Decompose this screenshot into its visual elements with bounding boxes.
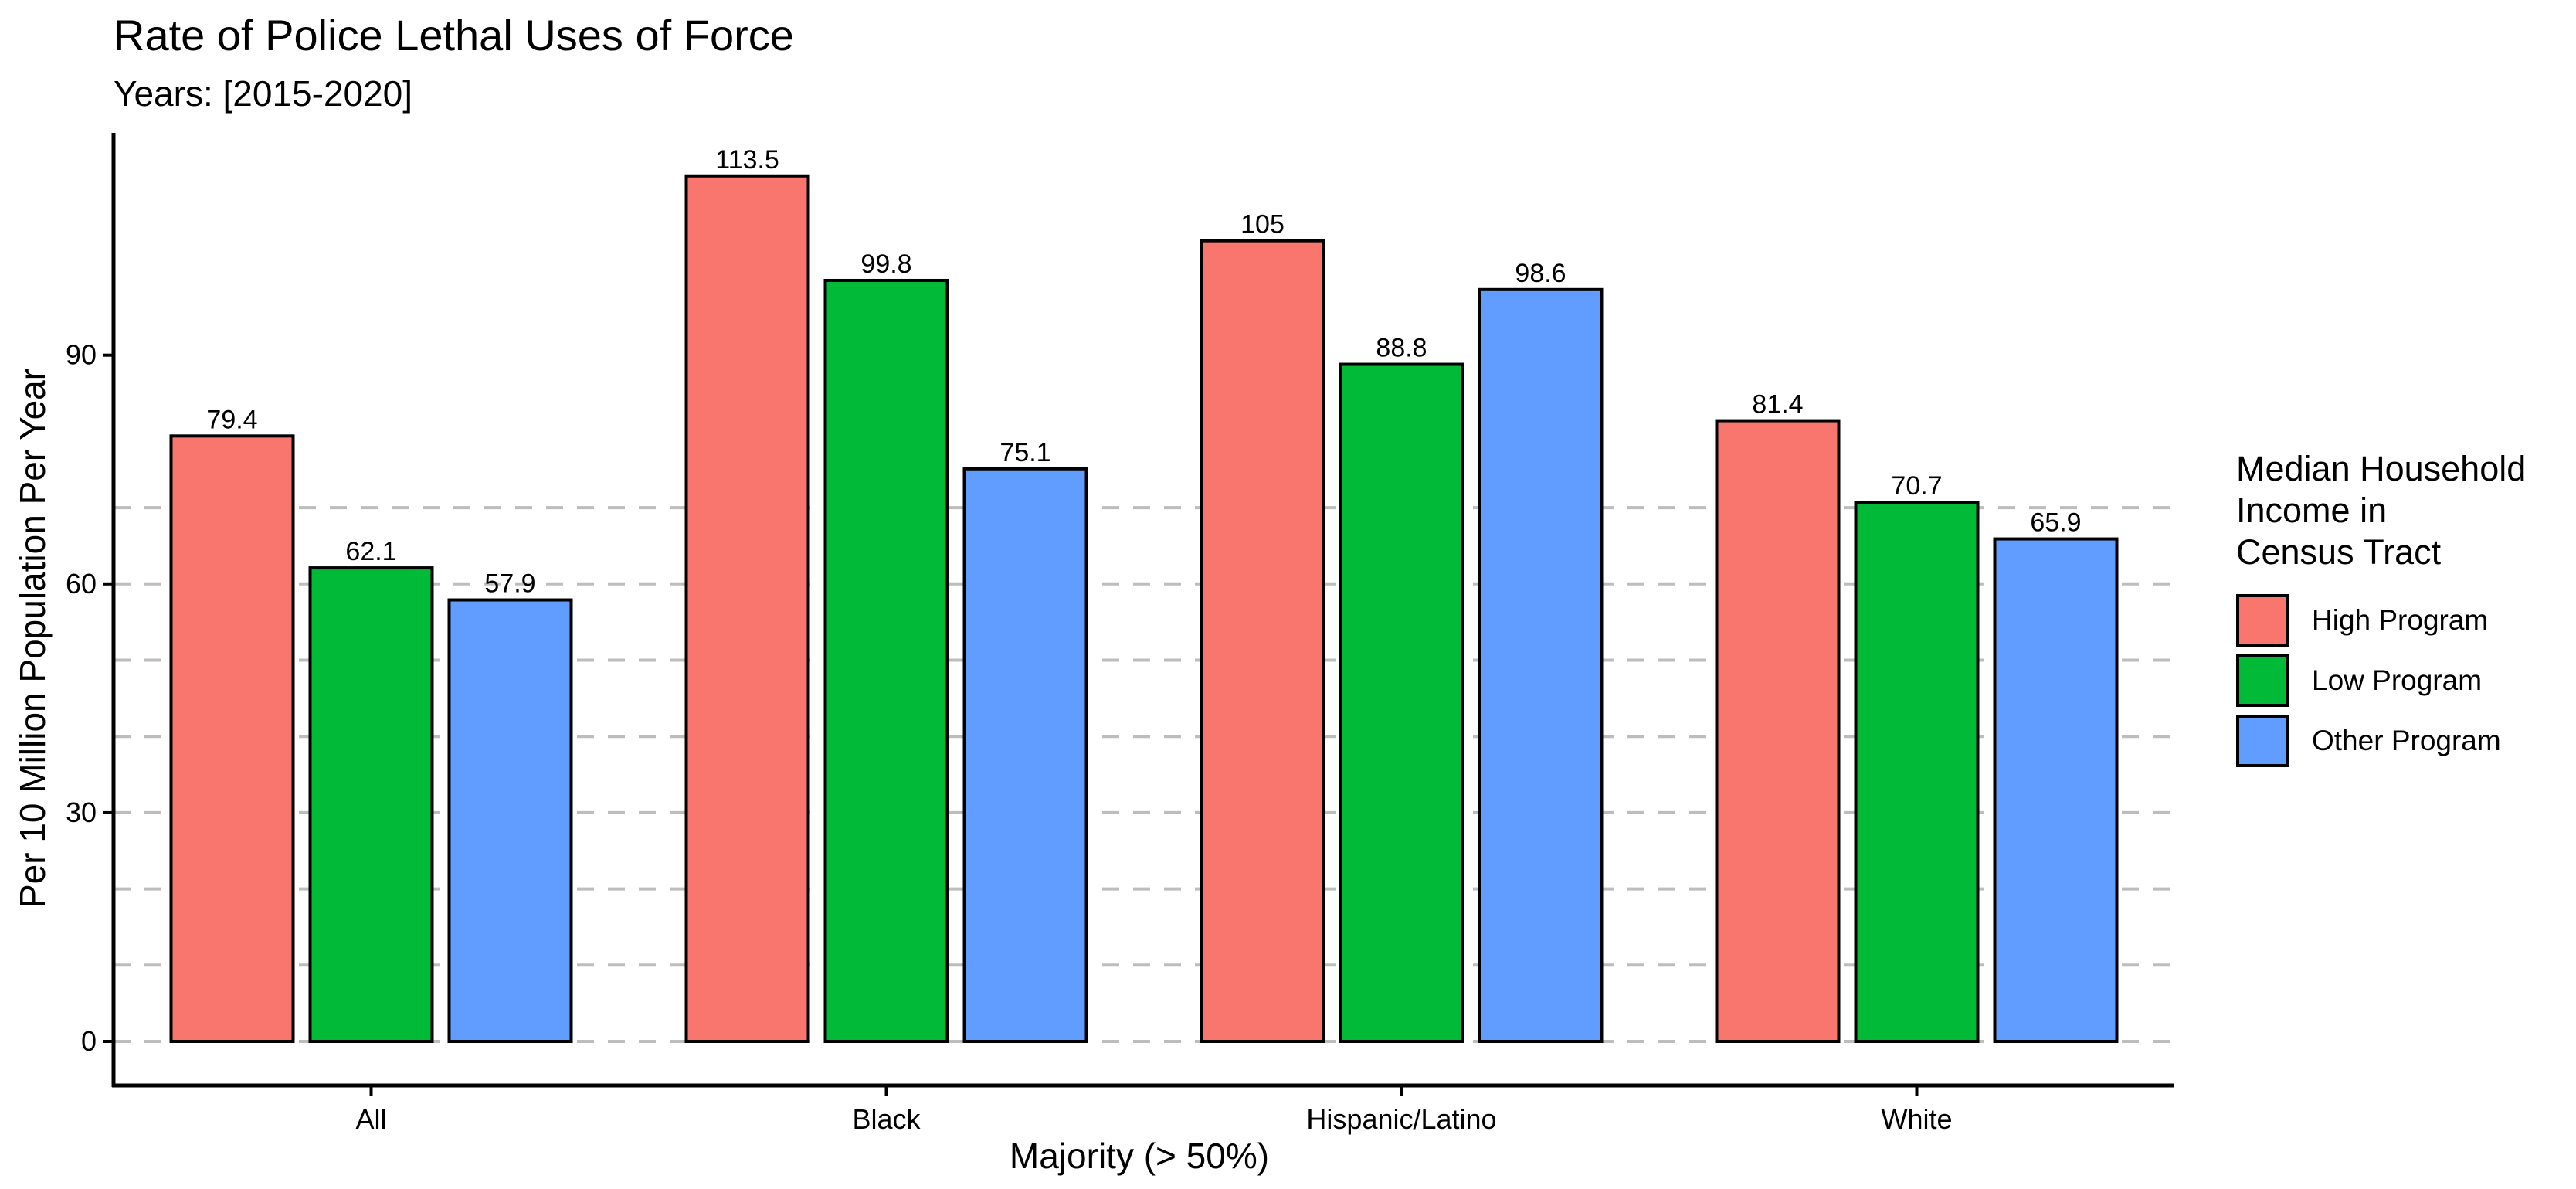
bar-black-other-program: [962, 467, 1088, 1043]
bar-hispanic-latino-other-program: [1478, 287, 1604, 1043]
legend-key-other-program: [2236, 715, 2289, 767]
data-label: 99.8: [860, 250, 911, 279]
legend-key-high-program: [2236, 594, 2289, 647]
bar-all-low-program: [308, 566, 434, 1043]
legend-key-low-program: [2236, 654, 2289, 707]
data-label: 81.4: [1752, 390, 1803, 420]
data-label: 113.5: [715, 145, 779, 175]
y-tick-label: 90: [66, 339, 97, 371]
y-tick-label: 30: [66, 797, 97, 828]
bar-all-high-program: [169, 434, 295, 1043]
axes: All Black Hispanic/Latino White 0 30 60 90: [66, 133, 2174, 1135]
data-label: 65.9: [2030, 508, 2081, 538]
x-tick-label: White: [1881, 1103, 1952, 1135]
legend: Median Household Income in Census Tract …: [2236, 448, 2568, 771]
bar-all-other-program: [447, 598, 573, 1043]
y-axis-title: Per 10 Million Population Per Year: [12, 369, 53, 908]
data-label: 79.4: [206, 405, 257, 434]
data-label: 75.1: [1000, 438, 1050, 467]
data-label: 105: [1240, 210, 1285, 239]
data-label: 62.1: [345, 537, 396, 566]
x-tick-label: Black: [852, 1103, 921, 1135]
legend-item-high-program: High Program: [2236, 590, 2568, 651]
bar-white-low-program: [1854, 501, 1980, 1043]
legend-label: High Program: [2312, 604, 2489, 636]
bars: [169, 174, 2119, 1043]
data-label: 57.9: [484, 569, 535, 599]
legend-item-low-program: Low Program: [2236, 651, 2568, 711]
x-tick-label: Hispanic/Latino: [1306, 1103, 1496, 1135]
y-tick-label: 60: [66, 568, 97, 600]
chart-title: Rate of Police Lethal Uses of Force: [114, 11, 794, 59]
y-tick-label: 0: [81, 1025, 97, 1057]
bar-hispanic-latino-high-program: [1200, 239, 1325, 1043]
x-axis-title: Majority (> 50%): [1010, 1136, 1269, 1176]
bar-white-high-program: [1715, 419, 1841, 1043]
data-labels: 79.4 62.1 57.9 113.5 99.8 75.1 105 88.8 98.6 81.4…: [206, 145, 2081, 599]
data-label: 88.8: [1376, 334, 1427, 363]
legend-item-other-program: Other Program: [2236, 711, 2568, 771]
bar-white-other-program: [1993, 537, 2119, 1043]
chart-subtitle: Years: [2015-2020]: [114, 73, 413, 114]
legend-label: Other Program: [2312, 725, 2501, 756]
x-tick-label: All: [355, 1103, 386, 1135]
data-label: 70.7: [1891, 471, 1942, 501]
bar-black-low-program: [823, 278, 949, 1043]
legend-title: Median Household Income in Census Tract: [2236, 449, 2527, 572]
legend-label: Low Program: [2312, 664, 2483, 696]
data-label: 98.6: [1515, 259, 1566, 288]
bar-hispanic-latino-low-program: [1339, 362, 1464, 1043]
bar-black-high-program: [684, 174, 810, 1043]
